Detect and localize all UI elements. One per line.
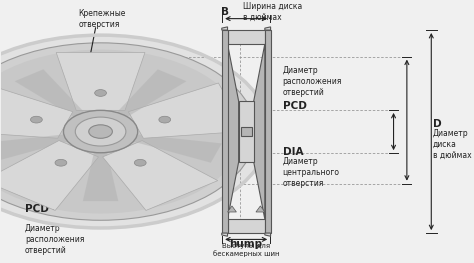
Text: B: B xyxy=(221,7,229,17)
Polygon shape xyxy=(0,83,73,138)
Polygon shape xyxy=(56,53,145,110)
Text: DIA: DIA xyxy=(283,147,303,157)
Polygon shape xyxy=(241,127,252,136)
Text: ET: ET xyxy=(199,118,213,128)
Polygon shape xyxy=(15,69,84,117)
Polygon shape xyxy=(256,206,265,212)
Circle shape xyxy=(0,50,244,214)
Polygon shape xyxy=(265,233,271,236)
Polygon shape xyxy=(228,30,265,44)
Circle shape xyxy=(55,159,67,166)
Polygon shape xyxy=(238,101,254,162)
Text: PCD: PCD xyxy=(283,101,307,111)
Text: Диаметр
диска
в дюймах: Диаметр диска в дюймах xyxy=(433,129,471,160)
Text: hump: hump xyxy=(229,240,263,250)
Circle shape xyxy=(89,125,112,138)
Text: Ширина диска
в дюймах: Ширина диска в дюймах xyxy=(243,2,302,22)
Circle shape xyxy=(159,116,171,123)
Polygon shape xyxy=(83,153,118,201)
Circle shape xyxy=(75,117,126,146)
Polygon shape xyxy=(117,69,186,117)
Polygon shape xyxy=(254,44,265,219)
Polygon shape xyxy=(265,27,271,30)
Circle shape xyxy=(64,110,137,153)
Text: Выступы для
бескамерных шин: Выступы для бескамерных шин xyxy=(213,242,280,257)
Text: PCD: PCD xyxy=(25,204,49,214)
Polygon shape xyxy=(265,30,271,233)
Text: Диаметр
расположения
отверстий: Диаметр расположения отверстий xyxy=(25,224,84,255)
Circle shape xyxy=(30,116,42,123)
Text: Диаметр
расположения
отверстий: Диаметр расположения отверстий xyxy=(283,65,342,97)
Circle shape xyxy=(0,43,256,220)
Polygon shape xyxy=(134,134,222,163)
Polygon shape xyxy=(228,44,238,219)
Polygon shape xyxy=(128,83,246,138)
Text: Вылет: Вылет xyxy=(193,108,219,117)
Circle shape xyxy=(95,90,107,96)
Polygon shape xyxy=(228,219,265,233)
Text: Диаметр
центрального
отверстия: Диаметр центрального отверстия xyxy=(283,156,339,188)
Polygon shape xyxy=(0,134,67,163)
Circle shape xyxy=(134,159,146,166)
Text: Крепежные
отверстия: Крепежные отверстия xyxy=(78,9,126,29)
Polygon shape xyxy=(0,140,99,210)
Polygon shape xyxy=(222,233,228,236)
Polygon shape xyxy=(228,206,237,212)
Polygon shape xyxy=(222,27,228,30)
Polygon shape xyxy=(103,140,218,210)
Text: D: D xyxy=(433,119,441,129)
Polygon shape xyxy=(222,30,228,233)
Circle shape xyxy=(0,35,269,228)
